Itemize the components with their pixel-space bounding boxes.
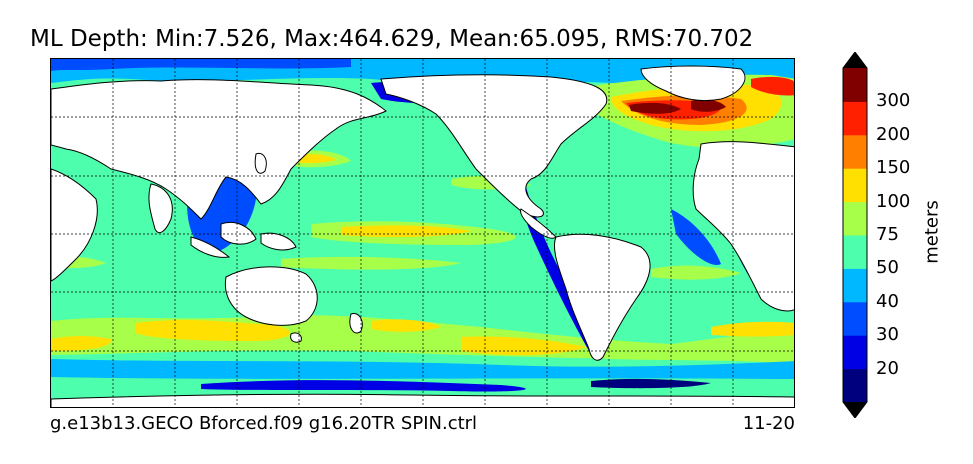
colorbar-segment bbox=[843, 168, 867, 203]
field-band-30-40 bbox=[671, 209, 721, 265]
colorbar-segment bbox=[843, 268, 867, 303]
ocean-field-map bbox=[51, 59, 794, 407]
colorbar-extend-under bbox=[843, 402, 867, 418]
colorbar bbox=[842, 52, 868, 418]
colorbar-segment bbox=[843, 301, 867, 336]
land-europe-africa bbox=[692, 141, 794, 312]
land-central-america bbox=[520, 208, 557, 239]
colorbar-segment bbox=[843, 134, 867, 169]
colorbar-tick-label: 75 bbox=[876, 224, 899, 245]
colorbar-tick-label: 200 bbox=[876, 123, 911, 145]
field-band-100-150 bbox=[341, 225, 471, 238]
field-band-300-400 bbox=[691, 99, 726, 112]
colorbar-segment bbox=[843, 368, 867, 403]
chart-title: ML Depth: Min:7.526, Max:464.629, Mean:6… bbox=[30, 26, 754, 52]
field-band-100-150 bbox=[136, 319, 290, 341]
land-masses bbox=[51, 65, 794, 407]
land-india bbox=[148, 183, 173, 234]
field-band-100-150 bbox=[371, 319, 441, 332]
field-band-10-20 bbox=[591, 378, 711, 389]
date-label: 11-20 bbox=[742, 413, 795, 434]
colorbar-segment bbox=[843, 335, 867, 370]
colorbar-tick-label: 150 bbox=[876, 157, 911, 179]
colorbar-tick-label: 30 bbox=[876, 324, 899, 346]
colorbar-tick-label: 50 bbox=[876, 257, 899, 279]
land-australia bbox=[224, 266, 318, 326]
colorbar-outline bbox=[842, 52, 868, 418]
colorbar-segment bbox=[843, 68, 867, 102]
field-band-100-150 bbox=[711, 321, 794, 337]
land-sumatra-java bbox=[190, 236, 231, 258]
land-new-guinea bbox=[260, 232, 297, 251]
colorbar-extend-over bbox=[843, 52, 867, 68]
field-band-20-30 bbox=[201, 380, 526, 392]
run-name-label: g.e13b13.GECO Bforced.f09 g16.20TR SPIN.… bbox=[50, 413, 478, 434]
colorbar-label: meters bbox=[921, 200, 943, 264]
colorbar-tick-label: 300 bbox=[876, 90, 911, 112]
land-greenland bbox=[640, 65, 746, 102]
field-band-100-150 bbox=[461, 336, 586, 356]
field-band-75-100 bbox=[281, 256, 461, 270]
field-band-100-150 bbox=[51, 336, 112, 351]
land-eurasia-east bbox=[51, 79, 387, 220]
colorbar-tick-label: 100 bbox=[876, 190, 911, 212]
land-japan bbox=[254, 152, 267, 174]
field-band-200-300 bbox=[751, 76, 794, 96]
land-borneo bbox=[220, 222, 257, 245]
colorbar-segment bbox=[843, 235, 867, 269]
field-band-300-400 bbox=[629, 102, 681, 114]
land-south-america bbox=[553, 233, 651, 361]
map-plot-area bbox=[50, 58, 795, 408]
field-band-30-40 bbox=[51, 59, 351, 71]
land-tasmania bbox=[290, 332, 302, 343]
land-africa-east bbox=[51, 168, 98, 282]
field-band-75-100 bbox=[651, 265, 741, 280]
colorbar-tick-label: 40 bbox=[876, 290, 899, 312]
colorbar-segment bbox=[843, 101, 867, 136]
colorbar-tick-label: 20 bbox=[876, 357, 899, 379]
colorbar-segment bbox=[843, 201, 867, 236]
land-north-america bbox=[380, 74, 608, 218]
north-atlantic-bands bbox=[571, 74, 794, 148]
graticule-grid bbox=[51, 59, 794, 407]
